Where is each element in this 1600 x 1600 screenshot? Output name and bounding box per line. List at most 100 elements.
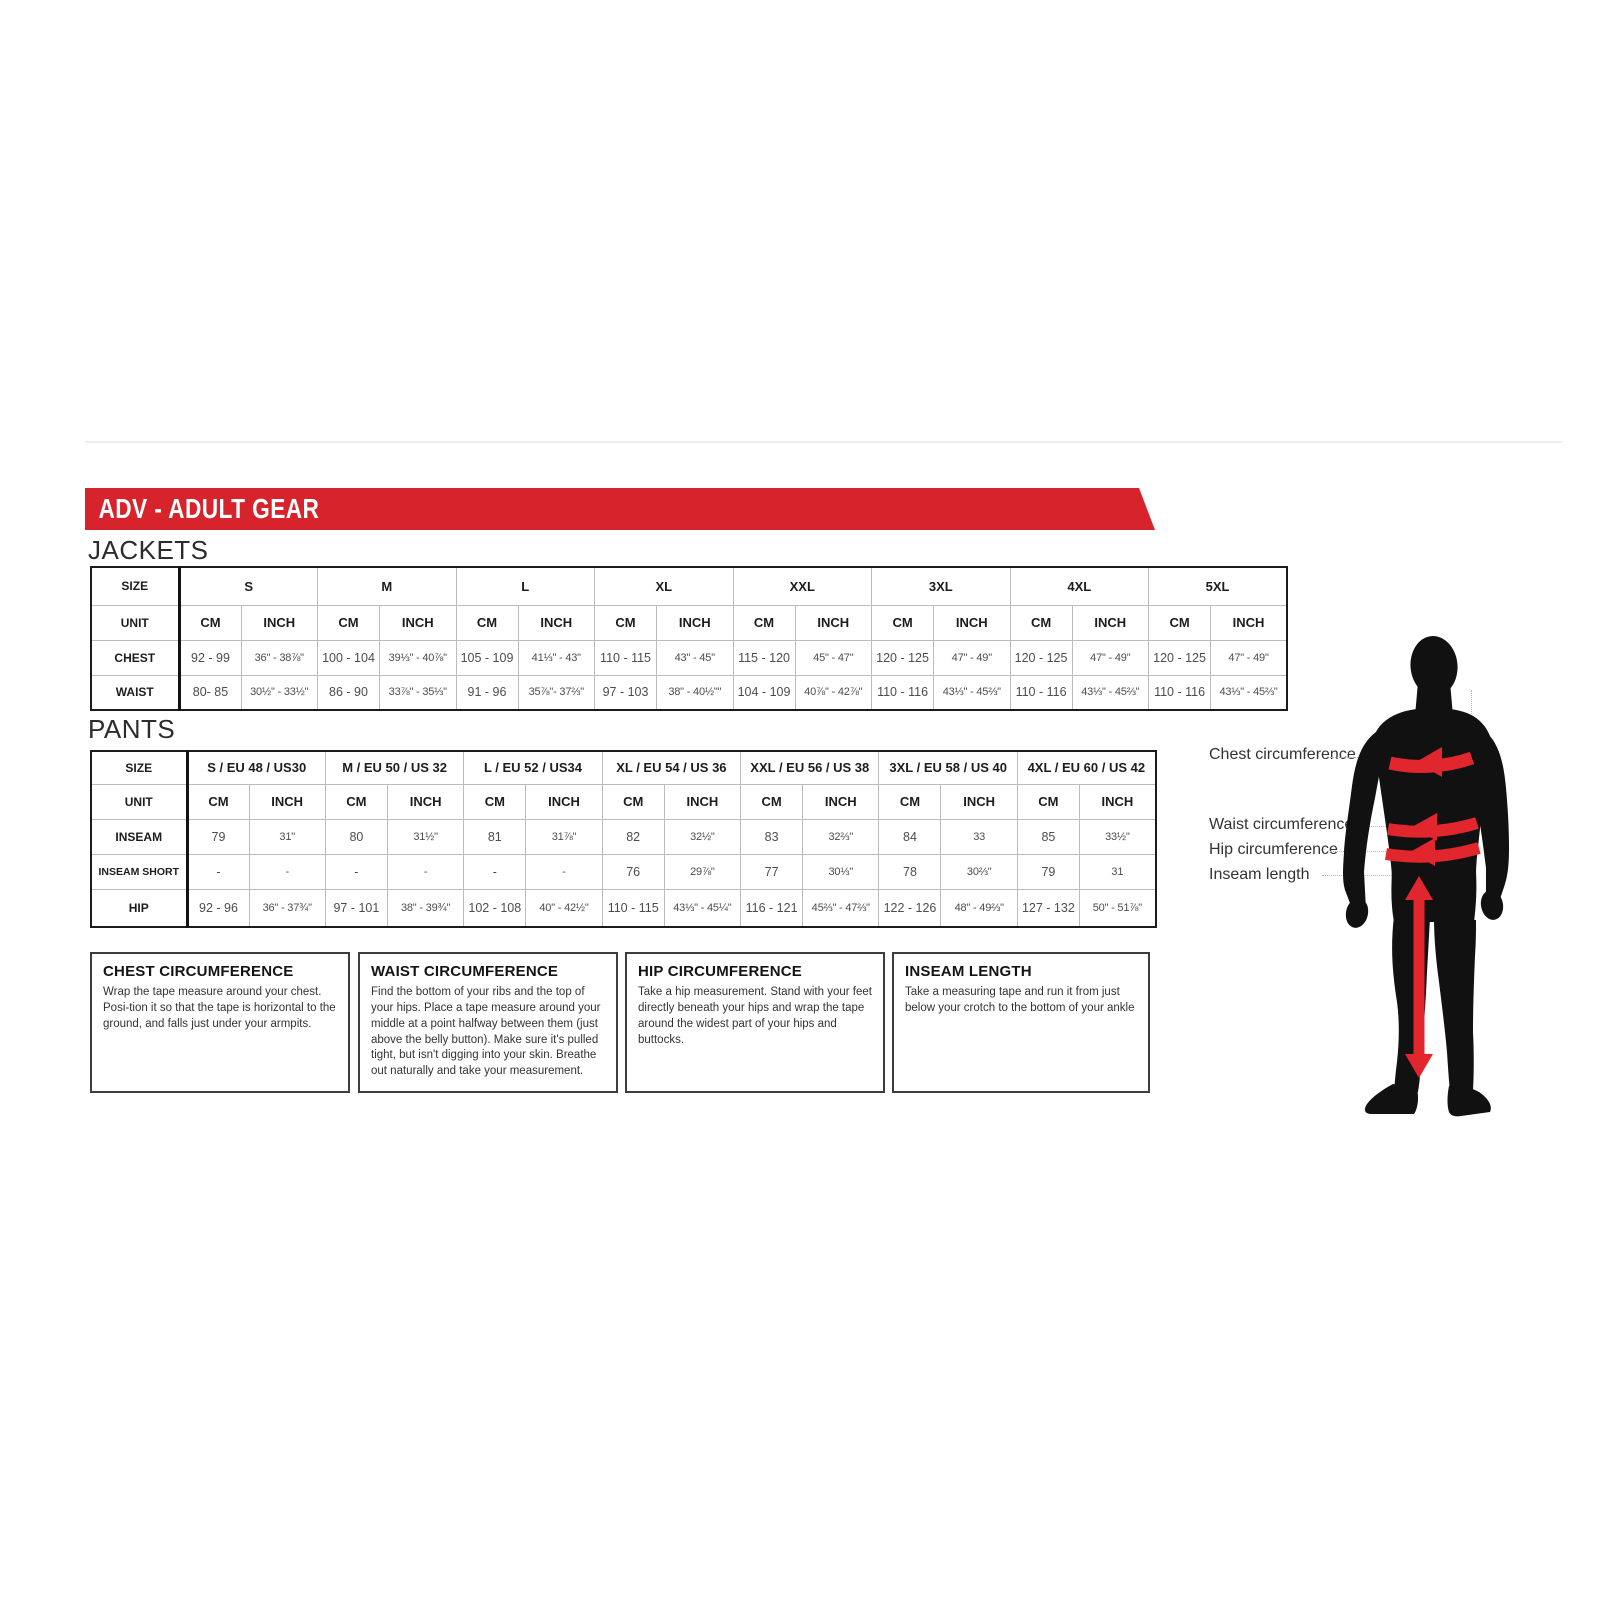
value-cell: 92 - 99 <box>178 639 242 676</box>
row-label-cell: INSEAM SHORT <box>90 853 189 890</box>
cm-header-cell: CM <box>732 604 796 641</box>
value-cell: 31" <box>248 818 326 855</box>
value-cell: 97 - 101 <box>324 888 388 928</box>
size-header-cell: 4XL / EU 60 / US 42 <box>1016 750 1157 785</box>
cm-header-cell: CM <box>601 783 665 820</box>
value-cell: 84 <box>878 818 942 855</box>
inch-header-cell: INCH <box>1071 604 1150 641</box>
row-label-cell: WAIST <box>90 674 181 711</box>
table-row: INSEAM 79 31" 80 31½" 81 31⅞" 82 32½" 83 32⅔"… <box>90 818 1157 855</box>
info-box-body: Take a hip measurement. Stand with your … <box>638 986 872 1046</box>
size-header-cell: 3XL <box>871 566 1011 606</box>
value-cell: 31½" <box>386 818 465 855</box>
value-cell: 120 - 125 <box>1009 639 1073 676</box>
value-cell: 43⅓" - 45⅔" <box>933 674 1011 711</box>
value-cell: 100 - 104 <box>317 639 381 676</box>
size-corner-cell: SIZE <box>90 566 181 606</box>
value-cell: 45⅔" - 47⅔" <box>802 888 880 928</box>
value-cell: - <box>386 853 465 890</box>
value-cell: 48" - 49⅔" <box>940 888 1018 928</box>
hip-circumference-label: Hip circumference <box>1209 841 1338 858</box>
inseam-leader-line <box>1322 875 1418 876</box>
inch-header-cell: INCH <box>517 604 596 641</box>
jackets-size-table: SIZE S M L XL XXL 3XL 4XL 5XL UNIT CM INC… <box>90 566 1289 711</box>
inch-header-cell: INCH <box>802 783 880 820</box>
value-cell: 43⅓" - 45⅔" <box>1210 674 1288 711</box>
hip-info-box: HIP CIRCUMFERENCE Take a hip measurement… <box>625 952 885 1093</box>
value-cell: 40" - 42½" <box>525 888 603 928</box>
value-cell: 30½" - 33½" <box>240 674 319 711</box>
table-row: UNIT CM INCH CM INCH CM INCH CM INCH CM INCH … <box>90 604 1288 641</box>
value-cell: 81 <box>463 818 527 855</box>
table-row: SIZE S / EU 48 / US30 M / EU 50 / US 32 … <box>90 750 1157 785</box>
info-box-body: Wrap the tape measure around your chest.… <box>103 986 336 1030</box>
size-header-cell: XXL <box>732 566 873 606</box>
cm-header-cell: CM <box>740 783 804 820</box>
info-box-body: Take a measuring tape and run it from ju… <box>905 986 1135 1014</box>
section-banner: ADV - ADULT GEAR <box>85 488 1155 530</box>
cm-header-cell: CM <box>878 783 942 820</box>
value-cell: 36" - 38⅞" <box>240 639 319 676</box>
value-cell: 116 - 121 <box>740 888 804 928</box>
value-cell: - <box>248 853 326 890</box>
value-cell: 47" - 49" <box>1071 639 1150 676</box>
info-box-title: CHEST CIRCUMFERENCE <box>103 963 294 980</box>
value-cell: 33⅞" - 35⅓" <box>379 674 457 711</box>
size-header-cell: S <box>178 566 319 606</box>
value-cell: 85 <box>1016 818 1080 855</box>
value-cell: 30⅔" <box>940 853 1018 890</box>
value-cell: 110 - 116 <box>1009 674 1073 711</box>
value-cell: - <box>463 853 527 890</box>
cm-header-cell: CM <box>871 604 935 641</box>
value-cell: 47" - 49" <box>933 639 1011 676</box>
value-cell: 120 - 125 <box>871 639 935 676</box>
banner-title: ADV - ADULT GEAR <box>98 493 320 525</box>
value-cell: 78 <box>878 853 942 890</box>
value-cell: 80 <box>324 818 388 855</box>
value-cell: 92 - 96 <box>186 888 250 928</box>
size-header-cell: XXL / EU 56 / US 38 <box>740 750 880 785</box>
value-cell: 43⅓" - 45¼" <box>663 888 742 928</box>
value-cell: 80- 85 <box>178 674 242 711</box>
value-cell: 38" - 40½"" <box>656 674 734 711</box>
value-cell: 110 - 116 <box>871 674 935 711</box>
value-cell: 115 - 120 <box>732 639 796 676</box>
value-cell: - <box>525 853 603 890</box>
pants-size-table: SIZE S / EU 48 / US30 M / EU 50 / US 32 … <box>90 750 1157 928</box>
value-cell: 33½" <box>1078 818 1157 855</box>
table-row: WAIST 80- 85 30½" - 33½" 86 - 90 33⅞" - 35… <box>90 674 1288 711</box>
inch-header-cell: INCH <box>525 783 603 820</box>
value-cell: 127 - 132 <box>1016 888 1080 928</box>
measurement-figure <box>1343 636 1509 1117</box>
value-cell: 120 - 125 <box>1148 639 1212 676</box>
cm-header-cell: CM <box>178 604 242 641</box>
value-cell: 77 <box>740 853 804 890</box>
inch-header-cell: INCH <box>656 604 734 641</box>
chest-circumference-label: Chest circumference <box>1209 746 1356 763</box>
hip-arrowhead-icon <box>1410 838 1435 866</box>
value-cell: 29⅞" <box>663 853 742 890</box>
inch-header-cell: INCH <box>1210 604 1288 641</box>
inch-header-cell: INCH <box>940 783 1018 820</box>
value-cell: 83 <box>740 818 804 855</box>
value-cell: 110 - 115 <box>594 639 658 676</box>
size-header-cell: XL / EU 54 / US 36 <box>601 750 742 785</box>
row-label-cell: CHEST <box>90 639 181 676</box>
value-cell: 79 <box>186 818 250 855</box>
info-box-title: WAIST CIRCUMFERENCE <box>371 963 559 980</box>
unit-corner-cell: UNIT <box>90 783 189 820</box>
inch-header-cell: INCH <box>248 783 326 820</box>
table-row: HIP 92 - 96 36" - 37¾" 97 - 101 38" - 39¾"… <box>90 888 1157 928</box>
value-cell: 110 - 115 <box>601 888 665 928</box>
inch-header-cell: INCH <box>379 604 457 641</box>
value-cell: 31 <box>1078 853 1157 890</box>
unit-corner-cell: UNIT <box>90 604 181 641</box>
jackets-heading: JACKETS <box>88 535 209 565</box>
size-header-cell: M / EU 50 / US 32 <box>324 750 465 785</box>
cm-header-cell: CM <box>1016 783 1080 820</box>
waist-arrowhead-icon <box>1412 813 1437 841</box>
size-header-cell: L / EU 52 / US34 <box>463 750 603 785</box>
pants-heading: PANTS <box>88 714 176 744</box>
chest-arrowhead-icon <box>1416 747 1442 777</box>
value-cell: - <box>324 853 388 890</box>
